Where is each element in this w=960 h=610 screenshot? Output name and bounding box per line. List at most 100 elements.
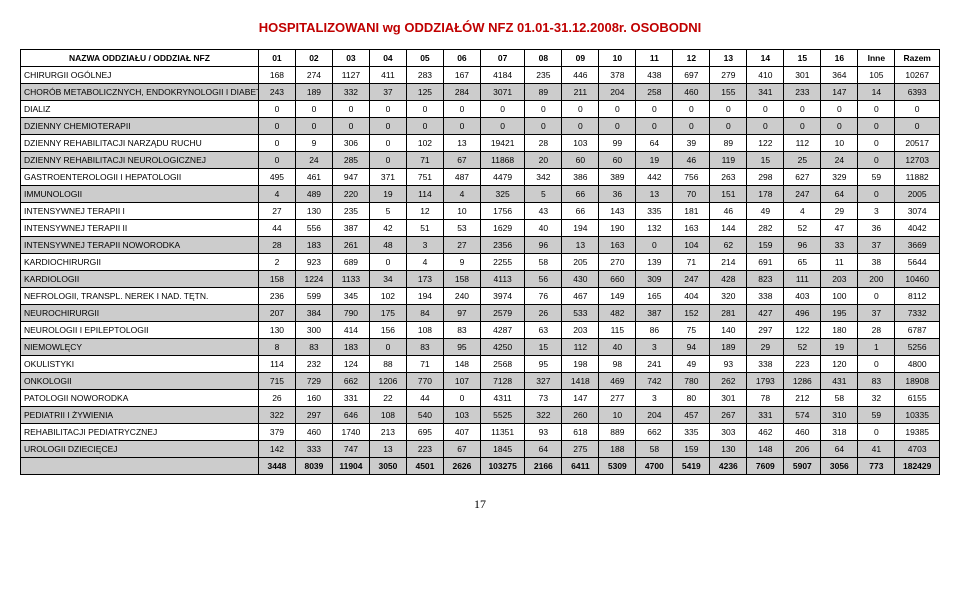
cell-value: 4287 [480,322,524,339]
row-name: PEDIATRII I ŻYWIENIA [21,407,259,424]
cell-value: 3 [406,237,443,254]
cell-value: 167 [443,67,480,84]
cell-value: 8112 [895,288,940,305]
row-name: DZIENNY REHABILITACJI NEUROLOGICZNEJ [21,152,259,169]
cell-value: 93 [525,424,562,441]
cell-value: 158 [258,271,295,288]
cell-value: 404 [673,288,710,305]
cell-value: 301 [710,390,747,407]
page-number: 17 [20,497,940,512]
cell-value: 194 [406,288,443,305]
cell-value: 96 [784,237,821,254]
cell-value: 83 [443,322,480,339]
col-header-name: NAZWA ODDZIAŁU / ODDZIAŁ NFZ [21,50,259,67]
cell-value: 322 [258,407,295,424]
cell-value: 495 [258,169,295,186]
cell-value: 190 [599,220,636,237]
cell-value: 59 [858,169,895,186]
cell-value: 37 [858,237,895,254]
cell-value: 1740 [332,424,369,441]
cell-value: 496 [784,305,821,322]
cell-value: 0 [858,135,895,152]
cell-value: 756 [673,169,710,186]
cell-value: 132 [636,220,673,237]
cell-value: 107 [443,373,480,390]
totals-label [21,458,259,475]
cell-value: 335 [673,424,710,441]
cell-value: 3 [636,339,673,356]
cell-value: 24 [295,152,332,169]
cell-value: 780 [673,373,710,390]
cell-value: 99 [599,135,636,152]
cell-value: 19385 [895,424,940,441]
cell-value: 1133 [332,271,369,288]
cell-value: 22 [369,390,406,407]
cell-value: 283 [406,67,443,84]
cell-value: 56 [525,271,562,288]
row-name: NIEMOWLĘCY [21,339,259,356]
cell-value: 345 [332,288,369,305]
cell-value: 19421 [480,135,524,152]
cell-value: 489 [295,186,332,203]
totals-cell: 3050 [369,458,406,475]
cell-value: 65 [784,254,821,271]
table-row: NIEMOWLĘCY883183083954250151124039418929… [21,339,940,356]
cell-value: 1206 [369,373,406,390]
cell-value: 26 [525,305,562,322]
cell-value: 403 [784,288,821,305]
cell-value: 407 [443,424,480,441]
cell-value: 26 [258,390,295,407]
cell-value: 47 [821,220,858,237]
totals-cell: 4700 [636,458,673,475]
cell-value: 0 [821,118,858,135]
cell-value: 715 [258,373,295,390]
cell-value: 88 [369,356,406,373]
cell-value: 574 [784,407,821,424]
cell-value: 0 [858,424,895,441]
cell-value: 329 [821,169,858,186]
cell-value: 115 [599,322,636,339]
cell-value: 149 [599,288,636,305]
cell-value: 274 [295,67,332,84]
cell-value: 147 [562,390,599,407]
cell-value: 7332 [895,305,940,322]
table-row: REHABILITACJI PEDIATRYCZNEJ3794601740213… [21,424,940,441]
col-header-08: 08 [525,50,562,67]
cell-value: 0 [332,118,369,135]
cell-value: 411 [369,67,406,84]
cell-value: 0 [636,101,673,118]
table-row: GASTROENTEROLOGII I HEPATOLOGII495461947… [21,169,940,186]
cell-value: 151 [710,186,747,203]
cell-value: 44 [258,220,295,237]
cell-value: 213 [369,424,406,441]
cell-value: 0 [258,152,295,169]
cell-value: 114 [258,356,295,373]
cell-value: 0 [369,101,406,118]
cell-value: 275 [562,441,599,458]
cell-value: 11351 [480,424,524,441]
cell-value: 159 [673,441,710,458]
cell-value: 155 [710,84,747,101]
col-header-07: 07 [480,50,524,67]
cell-value: 84 [406,305,443,322]
cell-value: 58 [636,441,673,458]
cell-value: 341 [747,84,784,101]
cell-value: 338 [747,356,784,373]
cell-value: 53 [443,220,480,237]
col-header-11: 11 [636,50,673,67]
cell-value: 15 [747,152,784,169]
cell-value: 204 [636,407,673,424]
cell-value: 342 [525,169,562,186]
col-header-01: 01 [258,50,295,67]
totals-cell: 6411 [562,458,599,475]
cell-value: 159 [747,237,784,254]
cell-value: 327 [525,373,562,390]
table-row: UROLOGII DZIECIĘCEJ142333747132236718456… [21,441,940,458]
cell-value: 73 [525,390,562,407]
cell-value: 0 [858,186,895,203]
cell-value: 4184 [480,67,524,84]
cell-value: 386 [562,169,599,186]
totals-cell: 2166 [525,458,562,475]
table-row: INTENSYWNEJ TERAPII NOWORODKA28183261483… [21,237,940,254]
cell-value: 44 [406,390,443,407]
